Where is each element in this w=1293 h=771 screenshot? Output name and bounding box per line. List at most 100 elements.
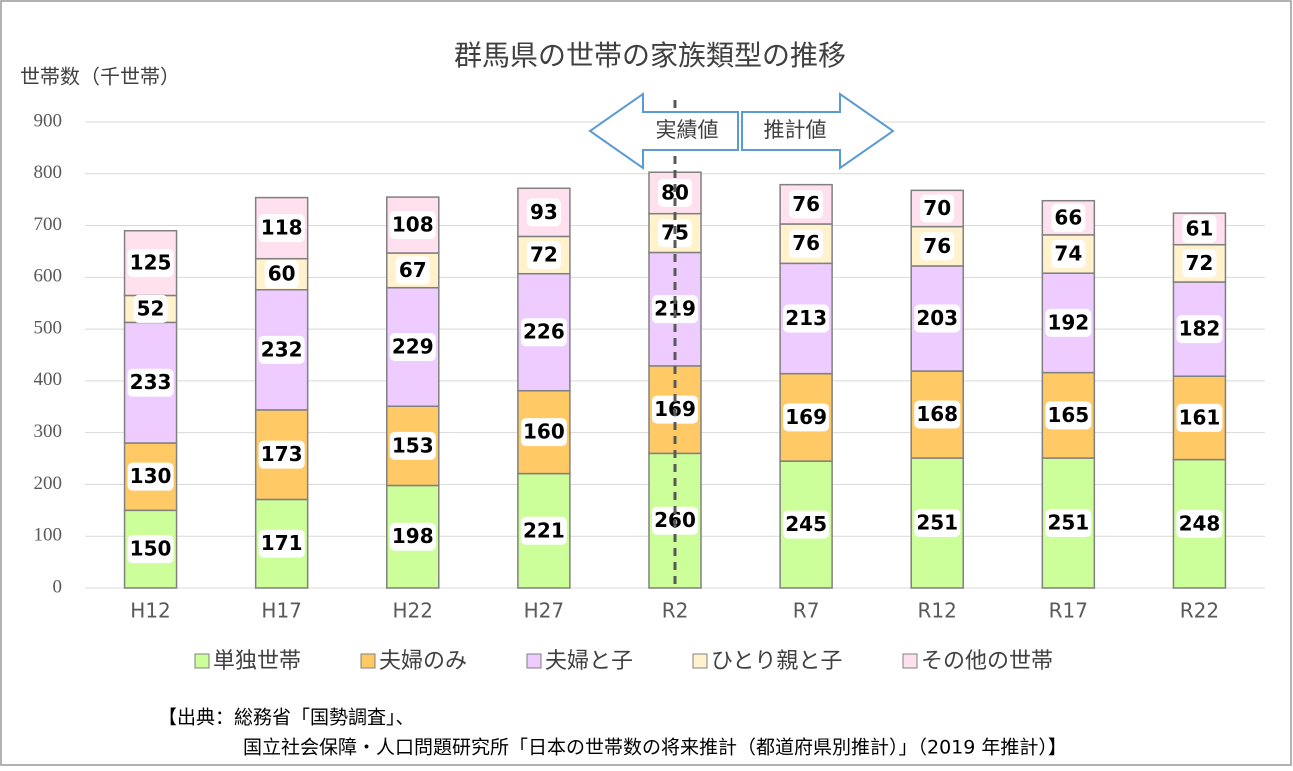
- data-label-box: [920, 232, 955, 261]
- data-label-box: [520, 418, 567, 447]
- data-label-box: [258, 214, 305, 243]
- data-label-text: 226: [523, 320, 565, 344]
- x-tick-label: H17: [261, 599, 302, 623]
- data-label: 72: [1182, 249, 1217, 278]
- y-tick-label: 0: [53, 576, 63, 597]
- data-label-text: 72: [530, 243, 558, 267]
- data-label: 171: [258, 529, 305, 558]
- data-label-box: [389, 211, 436, 240]
- data-label: 203: [914, 304, 961, 333]
- data-label-text: 93: [530, 200, 558, 224]
- data-label-text: 76: [923, 234, 951, 258]
- data-label-box: [1051, 240, 1086, 269]
- legend-label: 単独世帯: [213, 649, 301, 674]
- data-label-box: [389, 431, 436, 460]
- data-label-box: [1051, 203, 1086, 232]
- data-label-box: [264, 260, 299, 289]
- data-label-text: 70: [923, 196, 951, 220]
- data-label-text: 229: [392, 334, 434, 358]
- data-label-box: [389, 522, 436, 551]
- x-tick-label: H12: [130, 599, 171, 623]
- data-label: 60: [264, 260, 299, 289]
- y-axis-label: 世帯数（千世帯）: [20, 65, 180, 89]
- y-tick-label: 300: [34, 421, 63, 442]
- data-label-text: 173: [261, 442, 303, 466]
- data-label: 125: [127, 249, 174, 278]
- data-label-box: [395, 256, 430, 285]
- data-label: 248: [1176, 509, 1223, 538]
- data-label-box: [652, 295, 698, 324]
- data-label-box: [258, 335, 305, 364]
- data-label: 229: [389, 332, 436, 361]
- data-label: 161: [1176, 403, 1223, 432]
- data-label-box: [1045, 509, 1092, 538]
- data-label: 76: [789, 229, 824, 258]
- data-label-text: 233: [130, 370, 172, 394]
- data-label: 198: [389, 522, 436, 551]
- data-label: 66: [1051, 203, 1086, 232]
- data-label-text: 251: [1047, 511, 1089, 535]
- data-label: 61: [1182, 214, 1217, 243]
- data-label-box: [526, 241, 561, 270]
- arrow-right: [741, 92, 895, 170]
- y-tick-label: 700: [34, 214, 63, 235]
- data-label-box: [258, 440, 305, 469]
- data-label-text: 245: [785, 512, 827, 536]
- data-label-text: 153: [392, 433, 434, 457]
- data-label-box: [789, 229, 824, 258]
- data-label: 192: [1045, 308, 1092, 337]
- data-label-text: 232: [261, 337, 303, 361]
- data-label-box: [783, 510, 830, 539]
- data-label-text: 248: [1179, 511, 1221, 535]
- data-label-box: [127, 535, 174, 564]
- data-label-text: 221: [523, 518, 565, 542]
- x-tick-label: R2: [662, 599, 689, 623]
- legend-swatch: [526, 653, 542, 669]
- data-label-text: 192: [1047, 310, 1089, 334]
- data-label: 213: [783, 304, 830, 333]
- y-tick-label: 600: [34, 266, 63, 287]
- data-label-text: 251: [916, 511, 958, 535]
- data-label-box: [520, 516, 567, 545]
- legend-swatch: [902, 653, 918, 669]
- data-label-text: 60: [268, 262, 296, 286]
- data-label-box: [520, 318, 567, 347]
- data-label-box: [127, 249, 174, 278]
- data-label-box: [1176, 509, 1223, 538]
- arrow-left: [588, 92, 739, 170]
- data-label-text: 168: [916, 402, 958, 426]
- data-label: 233: [127, 368, 174, 397]
- data-label-text: 61: [1186, 216, 1214, 240]
- x-tick-label: H22: [393, 599, 434, 623]
- data-label-text: 130: [130, 464, 172, 488]
- data-label-text: 66: [1054, 205, 1082, 229]
- data-label-text: 160: [523, 420, 565, 444]
- data-label: 130: [127, 462, 174, 491]
- data-label-box: [1182, 249, 1217, 278]
- data-label: 76: [920, 232, 955, 261]
- x-tick-label: R12: [918, 599, 957, 623]
- x-tick-label: H27: [524, 599, 565, 623]
- data-label-box: [1045, 401, 1092, 430]
- data-label: 70: [920, 194, 955, 223]
- data-label: 153: [389, 431, 436, 460]
- data-label: 160: [520, 418, 567, 447]
- legend-label: 夫婦のみ: [379, 649, 467, 674]
- data-label: 93: [526, 198, 561, 227]
- data-label: 182: [1176, 315, 1223, 344]
- data-label-text: 213: [785, 306, 827, 330]
- data-label: 173: [258, 440, 305, 469]
- y-tick-label: 100: [34, 525, 63, 546]
- annotation: 推計値: [764, 118, 827, 142]
- data-label: 251: [1045, 509, 1092, 538]
- data-label-text: 118: [261, 216, 303, 240]
- data-label: 76: [789, 190, 824, 219]
- legend-label: その他の世帯: [921, 649, 1053, 674]
- data-label: 226: [520, 318, 567, 347]
- annotation: 実績値: [656, 118, 719, 142]
- data-label: 72: [526, 241, 561, 270]
- data-label-box: [526, 198, 561, 227]
- y-tick-label: 500: [34, 317, 63, 338]
- data-label-box: [133, 294, 168, 323]
